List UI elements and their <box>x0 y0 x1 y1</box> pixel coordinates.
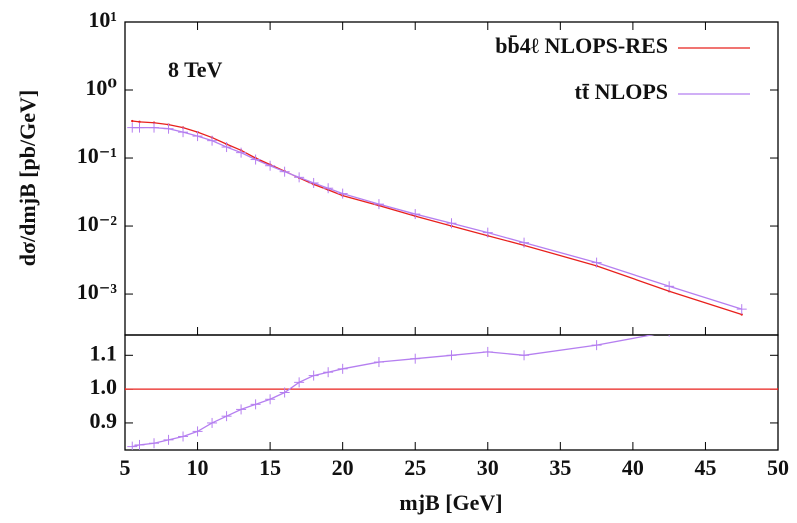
data-point <box>446 350 457 361</box>
x-tick-label: 5 <box>120 455 131 480</box>
data-point <box>294 172 305 183</box>
data-point <box>323 367 334 378</box>
data-point <box>207 417 218 428</box>
data-point <box>149 122 160 133</box>
plot-frame <box>124 21 779 336</box>
data-point <box>337 188 348 199</box>
y-tick-label: 1.0 <box>90 374 118 399</box>
x-tick-label: 35 <box>549 455 571 480</box>
plot-area <box>127 119 747 316</box>
data-point <box>591 257 602 268</box>
data-point <box>221 142 232 153</box>
data-point <box>265 394 276 405</box>
plot-frame <box>124 334 779 451</box>
data-point <box>308 177 319 188</box>
data-point <box>591 340 602 351</box>
data-point <box>519 350 530 361</box>
y-tick-label: 10¹ <box>88 7 117 32</box>
data-point <box>664 281 675 292</box>
data-point <box>308 370 319 381</box>
x-tick-label: 40 <box>622 455 644 480</box>
x-tick-label: 25 <box>404 455 426 480</box>
plot-area <box>125 335 778 450</box>
x-tick-label: 20 <box>332 455 354 480</box>
data-point <box>163 123 174 134</box>
data-point <box>337 363 348 374</box>
data-point <box>373 199 384 210</box>
data-point <box>131 119 134 123</box>
data-point <box>736 304 747 315</box>
data-point <box>236 147 247 158</box>
legend-label: tt̄ NLOPS <box>575 79 669 104</box>
data-point <box>134 439 145 450</box>
x-tick-label: 15 <box>259 455 281 480</box>
data-point <box>192 131 203 142</box>
data-point <box>178 431 189 442</box>
data-point <box>178 127 189 138</box>
data-point <box>410 209 421 220</box>
x-axis-label: mjB [GeV] <box>399 490 502 515</box>
data-point <box>125 387 127 391</box>
y-tick-label: 1.1 <box>90 340 118 365</box>
data-point <box>279 387 290 398</box>
y-tick-label: 10⁻² <box>77 211 118 236</box>
data-point <box>127 441 138 450</box>
data-point <box>163 434 174 445</box>
data-point <box>373 357 384 368</box>
x-tick-label: 50 <box>767 455 789 480</box>
annotation: 8 TeV <box>168 57 223 82</box>
data-point <box>740 313 743 316</box>
data-point <box>250 154 261 165</box>
y-axis-label: dσ/dmjB [pb/GeV] <box>15 90 40 266</box>
data-point <box>207 135 218 146</box>
data-point <box>138 120 141 124</box>
y-tick-label: 10⁻¹ <box>77 143 117 168</box>
data-point <box>134 122 145 133</box>
legend-label: bb̄4ℓ NLOPS-RES <box>495 33 668 58</box>
series-line <box>132 126 742 310</box>
data-point <box>221 411 232 422</box>
data-point <box>294 377 305 388</box>
y-tick-label: 10⁰ <box>85 75 117 100</box>
data-point <box>519 237 530 248</box>
data-point <box>776 387 778 391</box>
x-tick-label: 30 <box>477 455 499 480</box>
data-point <box>149 438 160 449</box>
data-point <box>192 426 203 437</box>
y-tick-label: 10⁻³ <box>77 279 118 304</box>
data-point <box>446 218 457 229</box>
x-tick-label: 10 <box>187 455 209 480</box>
x-tick-label: 45 <box>694 455 716 480</box>
data-point <box>482 227 493 238</box>
data-point <box>323 183 334 194</box>
data-point <box>236 404 247 415</box>
data-point <box>265 160 276 171</box>
y-tick-label: 0.9 <box>90 408 118 433</box>
data-point <box>279 166 290 177</box>
series-line <box>132 120 742 316</box>
data-point <box>410 353 421 364</box>
data-point <box>482 346 493 357</box>
data-point <box>250 399 261 410</box>
